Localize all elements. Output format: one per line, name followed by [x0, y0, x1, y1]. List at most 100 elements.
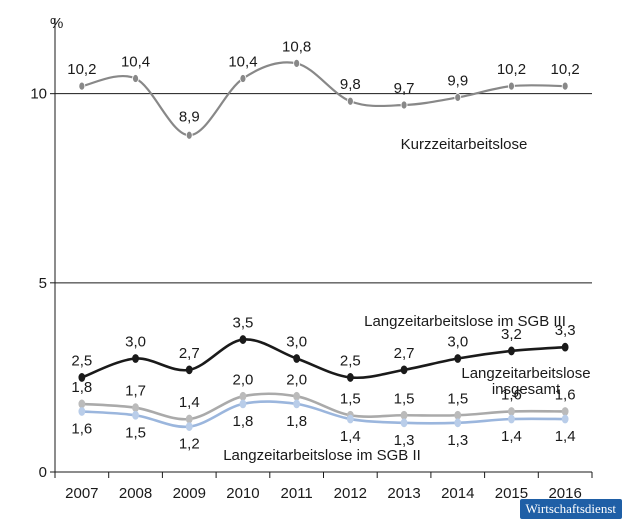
series-sgb3-data-label: 3,0: [447, 334, 468, 351]
axes: [50, 18, 593, 478]
series-sgb2-point: [561, 414, 569, 424]
series-sgb2-label: Langzeitarbeitslose im SGB II: [223, 447, 421, 464]
series-sgb3-point: [132, 354, 139, 363]
series-kurzzeit-point: [400, 100, 408, 110]
x-tick-label: 2007: [65, 485, 98, 502]
y-tick-label: 5: [39, 275, 47, 292]
series-sgb2-point: [78, 407, 86, 416]
series-sgb2-point: [293, 399, 301, 409]
series-kurzzeit-data-label: 10,2: [67, 61, 96, 78]
series-kurzzeit-line: [81, 61, 566, 137]
series-kurzzeit-data-label: 10,2: [551, 61, 580, 78]
series-sgb3-point: [400, 365, 408, 375]
series-kurzzeit-point: [346, 96, 354, 106]
series-insgesamt-data-label: 1,5: [394, 390, 415, 407]
x-tick-label: 2010: [226, 485, 259, 502]
series-sgb2-data-label: 1,4: [555, 428, 576, 445]
series-sgb3-data-label: 2,7: [394, 345, 415, 362]
series-sgb3-point: [454, 354, 462, 363]
series-sgb2-data-label: 1,3: [447, 432, 468, 449]
y-tick-label: 0: [39, 464, 47, 481]
series-sgb2-point: [508, 414, 515, 424]
series-sgb2-point: [346, 414, 354, 424]
series-sgb3-data-label: 2,5: [71, 352, 92, 369]
series-insgesamt-data-label: 1,5: [340, 390, 361, 407]
series-kurzzeit-point: [78, 81, 86, 91]
series-sgb3-point: [293, 354, 301, 363]
series-sgb3-point: [239, 335, 247, 344]
data-points: [78, 59, 569, 432]
series-sgb2-data-label: 1,5: [125, 424, 146, 441]
series-insgesamt-point: [454, 410, 462, 420]
series-sgb3-data-label: 3,0: [286, 334, 307, 351]
series-sgb3-line: [81, 338, 566, 380]
series-kurzzeit-label: Kurzzeitarbeitslose: [401, 136, 528, 153]
series-sgb2-data-label: 1,3: [394, 432, 415, 449]
series-insgesamt-point: [293, 391, 301, 401]
series-sgb2-data-label: 1,4: [340, 428, 361, 445]
series-kurzzeit-point: [239, 74, 247, 83]
series-sgb2-data-label: 1,8: [286, 413, 307, 430]
gridlines: [55, 93, 592, 284]
series-lines: [81, 61, 566, 429]
series-insgesamt-label: insgesamt: [492, 381, 561, 398]
series-kurzzeit-point: [454, 93, 462, 102]
series-kurzzeit-data-label: 10,4: [121, 54, 150, 71]
series-insgesamt-data-label: 1,5: [447, 390, 468, 407]
series-insgesamt-data-label: 2,0: [233, 371, 254, 388]
series-kurzzeit-data-label: 9,8: [340, 76, 361, 93]
series-insgesamt-data-label: 2,0: [286, 371, 307, 388]
series-sgb2-data-label: 1,8: [233, 413, 254, 430]
series-kurzzeit-data-label: 9,7: [394, 80, 415, 97]
series-kurzzeit-point: [293, 59, 301, 68]
series-kurzzeit-data-label: 9,9: [447, 72, 468, 89]
series-sgb3-data-label: 2,7: [179, 345, 200, 362]
series-kurzzeit-point: [132, 74, 139, 83]
series-insgesamt-point: [132, 403, 139, 413]
series-labels: Kurzzeitarbeitslose Langzeitarbeitslose i…: [223, 136, 590, 464]
x-tick-label: 2016: [548, 485, 581, 502]
x-tick-label: 2011: [281, 485, 313, 502]
y-tick-label: 10: [30, 86, 47, 103]
series-sgb2-data-label: 1,2: [179, 436, 200, 453]
series-sgb2-point: [185, 422, 193, 432]
series-sgb2-point: [132, 410, 139, 420]
y-tick-labels: 0 5 10: [30, 86, 47, 481]
series-sgb3-data-label: 3,3: [555, 322, 576, 339]
x-tick-labels: 2007 2008 2009 2010 2011 2012 2013 2014 2015 2016: [65, 485, 582, 502]
series-insgesamt-point: [400, 410, 408, 420]
x-tick-label: 2012: [334, 485, 367, 502]
x-tick-label: 2015: [495, 485, 528, 502]
x-tick-label: 2009: [173, 485, 206, 502]
series-sgb3-data-label: 3,0: [125, 334, 146, 351]
series-kurzzeit-data-label: 10,8: [282, 38, 311, 55]
series-sgb2-point: [400, 418, 408, 428]
x-tick-label: 2008: [119, 485, 152, 502]
series-kurzzeit-data-label: 10,2: [497, 61, 526, 78]
series-kurzzeit-data-label: 10,4: [228, 54, 257, 71]
series-kurzzeit-point: [561, 81, 569, 91]
x-tick-label: 2014: [441, 485, 474, 502]
series-sgb3-data-label: 3,2: [501, 326, 522, 343]
brand-logo: Wirtschaftsdienst: [519, 499, 622, 519]
series-sgb2-point: [454, 418, 462, 428]
series-insgesamt-data-label: 1,6: [501, 386, 522, 403]
series-sgb2-data-label: 1,4: [501, 428, 522, 445]
series-sgb2-point: [239, 399, 247, 409]
series-sgb2-line: [81, 400, 566, 429]
series-sgb3-label: Langzeitarbeitslose im SGB III: [364, 313, 566, 330]
series-insgesamt-data-label: 1,6: [555, 386, 576, 403]
series-insgesamt-point: [185, 414, 193, 424]
series-kurzzeit-point: [185, 130, 193, 140]
series-sgb3-point: [508, 346, 515, 356]
series-insgesamt-point: [561, 407, 569, 416]
y-axis-unit: %: [50, 15, 63, 32]
series-sgb3-point: [346, 373, 354, 382]
series-sgb2-data-label: 1,6: [71, 420, 92, 437]
series-insgesamt-point: [239, 391, 247, 401]
series-insgesamt-label: Langzeitarbeitslose: [461, 365, 590, 382]
series-insgesamt-data-label: 1,4: [179, 394, 200, 411]
x-tick-label: 2013: [387, 485, 420, 502]
series-insgesamt-data-label: 1,8: [71, 379, 92, 396]
